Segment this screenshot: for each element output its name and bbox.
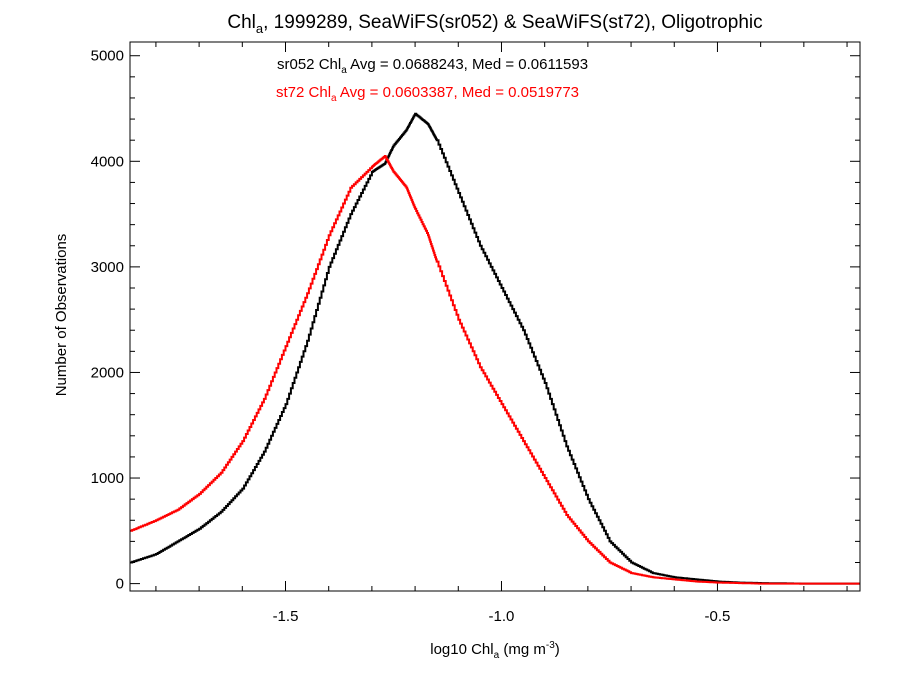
y-tick-label: 5000 bbox=[91, 48, 124, 65]
sr052-annotation-subscript: a bbox=[341, 65, 347, 76]
y-axis-label: Number of Observations bbox=[53, 234, 70, 397]
title-part-b: , 1999289, SeaWiFS(sr052) & SeaWiFS(st72… bbox=[263, 12, 762, 33]
x-tick-label: -1.0 bbox=[489, 608, 515, 625]
sr052-annotation-part-b: Avg = 0.0688243, Med = 0.0611593 bbox=[347, 56, 588, 73]
xlabel-superscript: -3 bbox=[546, 640, 555, 651]
y-tick-label: 3000 bbox=[91, 259, 124, 276]
xlabel-part-c: ) bbox=[555, 641, 560, 658]
title-subscript: a bbox=[256, 21, 264, 36]
st72-annotation-subscript: a bbox=[331, 93, 337, 104]
xlabel-part-b: (mg m bbox=[499, 641, 546, 658]
x-tick-label: -1.5 bbox=[273, 608, 299, 625]
xlabel-subscript: a bbox=[494, 650, 500, 661]
st72-annotation-part-a: st72 Chl bbox=[276, 84, 331, 101]
sr052-annotation-part-a: sr052 Chl bbox=[277, 56, 341, 73]
series-annotation-st72: st72 Chla Avg = 0.0603387, Med = 0.05197… bbox=[276, 84, 579, 104]
y-tick-label: 1000 bbox=[91, 470, 124, 487]
x-tick-label: -0.5 bbox=[705, 608, 731, 625]
title-part-a: Chl bbox=[227, 12, 256, 33]
y-tick-label: 4000 bbox=[91, 153, 124, 170]
axis-ticks: 0 1000 2000 3000 4000 5000 -1.5 -1.0 -0.5 bbox=[91, 42, 860, 625]
xlabel-part-a: log10 Chl bbox=[430, 641, 493, 658]
series-line-st72 bbox=[130, 155, 860, 585]
y-tick-label: 2000 bbox=[91, 364, 124, 381]
series-line-sr052 bbox=[130, 112, 860, 585]
st72-annotation-part-b: Avg = 0.0603387, Med = 0.0519773 bbox=[337, 84, 579, 101]
series-annotation-sr052: sr052 Chla Avg = 0.0688243, Med = 0.0611… bbox=[277, 56, 588, 76]
y-tick-label: 0 bbox=[116, 576, 124, 593]
chart-title: Chla, 1999289, SeaWiFS(sr052) & SeaWiFS(… bbox=[227, 12, 762, 36]
plot-frame bbox=[129, 41, 861, 592]
x-axis-label: log10 Chla (mg m-3) bbox=[430, 640, 560, 661]
series-layer bbox=[130, 112, 860, 585]
